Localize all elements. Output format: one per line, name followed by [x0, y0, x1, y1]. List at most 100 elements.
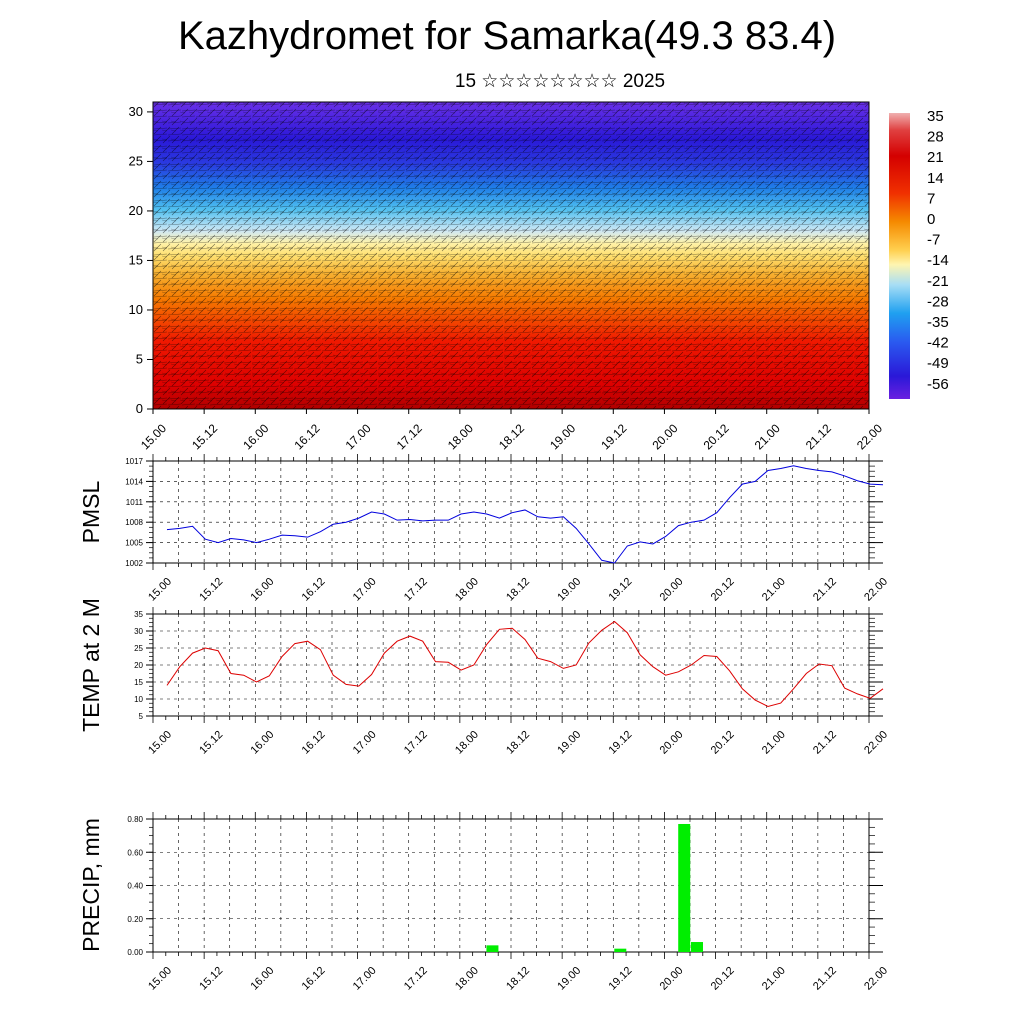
x-tick-label: 18.12	[504, 576, 532, 604]
y-tick-label: 30	[134, 627, 143, 636]
colorbar-label: -14	[927, 252, 949, 269]
x-tick-label: 15.00	[146, 965, 174, 993]
precip-bar	[678, 823, 691, 952]
heatmap-x-tick-label: 18.00	[445, 421, 476, 452]
y-tick-label: 20	[134, 661, 143, 670]
x-tick-label: 19.12	[606, 576, 634, 604]
x-tick-label: 16.00	[248, 965, 276, 993]
heatmap-x-tick-label: 16.12	[291, 421, 322, 452]
y-tick-label: 0.20	[127, 915, 143, 924]
y-tick-label: 1011	[126, 498, 144, 507]
heatmap-y-tick-label: 20	[129, 203, 143, 218]
x-tick-label: 18.00	[453, 965, 481, 993]
y-axis-title: TEMP at 2 M	[78, 598, 104, 732]
x-tick-label: 20.12	[709, 729, 737, 757]
x-tick-label: 16.00	[248, 576, 276, 604]
y-tick-label: 35	[134, 610, 143, 619]
y-tick-label: 10	[134, 695, 143, 704]
y-tick-label: 25	[134, 644, 143, 653]
y-tick-label: 0.80	[127, 815, 143, 824]
precip-bar	[486, 945, 499, 952]
heatmap-x-tick-label: 15.00	[138, 421, 169, 452]
heatmap-x-tick-label: 17.00	[343, 421, 374, 452]
colorbar-label: 14	[927, 170, 944, 187]
x-tick-label: 20.00	[658, 965, 686, 993]
colorbar-label: -49	[927, 355, 949, 372]
temp-panel: 5 10 15 20 25 30 35 15.00 15.12 16.00 16.12 17.00 17…	[78, 598, 890, 756]
x-tick-label: 18.12	[504, 729, 532, 757]
x-tick-label: 17.12	[402, 576, 430, 604]
x-tick-label: 15.12	[197, 729, 225, 757]
x-tick-label: 17.12	[402, 965, 430, 993]
heatmap-x-tick-label: 18.12	[496, 421, 527, 452]
heatmap-x-tick-label: 17.12	[394, 421, 425, 452]
heatmap-x-tick-label: 21.00	[752, 421, 783, 452]
colorbar-label: -35	[927, 314, 949, 331]
x-tick-label: 15.00	[146, 576, 174, 604]
x-tick-label: 19.12	[606, 965, 634, 993]
colorbar: 35 28 21 14 7 0 -7 -14 -21 -28 -35 -42 -49 -56	[889, 108, 949, 399]
colorbar-label: 28	[927, 129, 944, 146]
colorbar-label: -56	[927, 376, 949, 393]
y-tick-label: 0.60	[127, 848, 143, 857]
heatmap-y-tick-label: 0	[136, 401, 143, 416]
y-tick-label: 15	[134, 678, 143, 687]
x-tick-label: 16.12	[300, 729, 328, 757]
x-tick-label: 15.12	[197, 576, 225, 604]
wind-barbs-layer-2	[153, 102, 869, 409]
x-tick-label: 21.00	[760, 965, 788, 993]
x-tick-label: 17.00	[351, 965, 379, 993]
x-tick-label: 19.00	[555, 965, 583, 993]
x-tick-label: 19.00	[555, 729, 583, 757]
pmsl-panel: 1002 1005 1008 1011 1014 1017 15.00 15.12 16.00 1…	[78, 454, 890, 604]
y-tick-label: 5	[139, 712, 144, 721]
x-tick-label: 22.00	[862, 576, 890, 604]
x-tick-label: 21.00	[760, 576, 788, 604]
x-tick-label: 16.12	[300, 965, 328, 993]
heatmap-x-axis: 15.00 15.12 16.00 16.12 17.00 17.12 18.00 18.12…	[138, 409, 885, 452]
y-tick-label: 1014	[125, 477, 143, 486]
precip-bar	[614, 948, 627, 952]
precip-bar	[691, 942, 703, 952]
colorbar-label: -28	[927, 293, 949, 310]
x-tick-label: 20.00	[658, 729, 686, 757]
y-tick-label: 0.40	[127, 882, 143, 891]
heatmap-y-tick-label: 30	[129, 104, 143, 119]
colorbar-label: -7	[927, 232, 940, 249]
x-tick-label: 22.00	[862, 729, 890, 757]
heatmap-x-tick-label: 21.12	[803, 421, 834, 452]
page-title: Kazhydromet for Samarka(49.3 83.4)	[177, 14, 837, 58]
y-tick-label: 1008	[125, 518, 143, 527]
y-axis-title: PRECIP, mm	[78, 818, 104, 952]
colorbar-label: 35	[927, 108, 944, 125]
y-tick-label: 0.00	[127, 948, 143, 957]
x-tick-label: 16.12	[300, 576, 328, 604]
heatmap-panel: 0 5 10 15 20 25 30 15.00 15.12 16.00 16.12 17.00 17…	[129, 101, 885, 452]
x-tick-label: 19.00	[555, 576, 583, 604]
x-tick-label: 20.00	[658, 576, 686, 604]
y-tick-label: 1005	[125, 539, 143, 548]
colorbar-label: -21	[927, 273, 949, 290]
colorbar-label: 21	[927, 149, 944, 166]
y-axis-title: PMSL	[78, 480, 104, 543]
heatmap-y-axis: 0 5 10 15 20 25 30	[129, 104, 153, 416]
x-tick-label: 18.00	[453, 576, 481, 604]
y-tick-label: 1017	[125, 457, 143, 466]
x-tick-label: 15.00	[146, 729, 174, 757]
x-tick-label: 18.00	[453, 729, 481, 757]
x-tick-label: 17.00	[351, 729, 379, 757]
x-tick-label: 20.12	[709, 965, 737, 993]
heatmap-x-tick-label: 19.12	[598, 421, 629, 452]
x-tick-label: 16.00	[248, 729, 276, 757]
colorbar-label: 0	[927, 211, 935, 228]
heatmap-y-tick-label: 10	[129, 302, 143, 317]
x-tick-label: 21.12	[811, 965, 839, 993]
x-tick-label: 15.12	[197, 965, 225, 993]
heatmap-y-tick-label: 5	[136, 351, 143, 366]
x-tick-label: 21.00	[760, 729, 788, 757]
colorbar-label: 7	[927, 190, 935, 207]
heatmap-x-tick-label: 19.00	[547, 421, 578, 452]
y-tick-label: 1002	[125, 559, 143, 568]
heatmap-x-tick-label: 15.12	[189, 421, 220, 452]
x-tick-label: 17.12	[402, 729, 430, 757]
